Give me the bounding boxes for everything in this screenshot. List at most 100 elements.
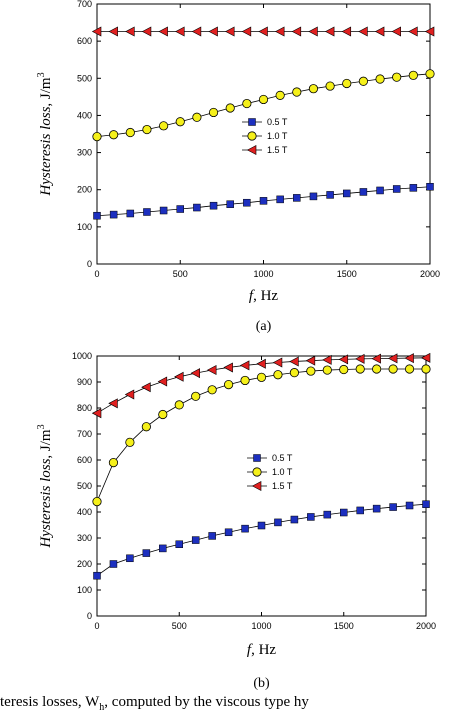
y-tick-label: 100: [77, 222, 92, 232]
x-axis-symbol: f: [249, 288, 255, 304]
data-point: [392, 72, 402, 82]
legend-marker: [253, 454, 261, 462]
data-point: [125, 437, 135, 447]
data-point: [258, 26, 268, 37]
data-point: [421, 364, 431, 374]
data-point: [91, 26, 102, 37]
x-tick-label: 1000: [253, 269, 273, 279]
x-tick-label: 2000: [420, 269, 440, 279]
series-0-5-t: [93, 500, 430, 580]
data-point: [326, 191, 334, 199]
y-tick-label: 0: [87, 259, 92, 269]
y-tick-label: 0: [87, 611, 92, 621]
data-point: [224, 528, 233, 537]
data-point: [293, 194, 301, 202]
y-tick-label: 900: [77, 377, 92, 387]
data-point: [338, 354, 349, 365]
legend-label: 1.5 T: [272, 481, 293, 491]
data-point: [340, 508, 348, 517]
data-point: [193, 203, 201, 212]
data-point: [241, 26, 252, 37]
data-point: [305, 355, 316, 366]
data-point: [343, 189, 351, 198]
series-line: [96, 503, 427, 577]
data-point: [306, 366, 316, 376]
data-point: [143, 208, 151, 216]
x-axis-symbol: f: [247, 642, 253, 658]
data-point: [308, 84, 319, 94]
data-point: [191, 536, 200, 544]
caption-subscript: h: [99, 702, 105, 713]
legend-marker: [251, 481, 262, 491]
data-point: [272, 357, 283, 368]
data-point: [208, 532, 216, 540]
data-point: [290, 515, 299, 524]
data-point: [426, 182, 434, 191]
data-point: [404, 353, 414, 364]
x-tick-label: 1000: [251, 621, 271, 631]
data-point: [257, 521, 266, 530]
y-tick-label: 200: [77, 185, 92, 195]
y-tick-label: 400: [77, 507, 92, 517]
series-1-5-t: [91, 26, 435, 37]
data-point: [92, 132, 102, 142]
x-axis-label: f, Hz: [249, 288, 279, 304]
data-point: [292, 87, 302, 97]
data-point: [376, 186, 384, 195]
data-point: [126, 554, 134, 563]
data-point: [241, 524, 249, 533]
data-point: [108, 26, 118, 37]
legend-marker: [247, 131, 257, 141]
data-point: [158, 409, 168, 420]
data-point: [243, 198, 251, 207]
data-point: [174, 371, 184, 382]
data-point: [174, 400, 184, 410]
y-tick-label: 700: [77, 0, 92, 9]
data-point: [355, 353, 365, 364]
data-point: [158, 26, 168, 37]
data-point: [425, 69, 435, 79]
data-point: [408, 26, 418, 37]
data-point: [125, 127, 135, 138]
y-axis-label: Hysteresis loss, J/m3: [36, 72, 54, 196]
data-point: [159, 206, 168, 215]
data-point: [141, 382, 151, 393]
data-point: [108, 457, 119, 468]
y-tick-label: 400: [77, 110, 92, 120]
data-point: [256, 372, 267, 382]
data-point: [109, 560, 118, 568]
y-tick-label: 1000: [72, 351, 92, 361]
data-point: [239, 360, 250, 371]
data-point: [405, 501, 414, 510]
data-point: [124, 389, 135, 400]
data-point: [142, 124, 152, 135]
x-tick-label: 0: [94, 621, 99, 631]
y-tick-label: 600: [77, 455, 92, 465]
data-point: [159, 544, 167, 553]
panel-label: (b): [253, 676, 270, 691]
data-point: [289, 356, 299, 367]
legend-marker: [248, 118, 256, 126]
data-point: [141, 26, 152, 37]
y-tick-label: 100: [77, 585, 92, 595]
data-point: [358, 76, 368, 86]
data-point: [342, 78, 352, 89]
data-point: [191, 26, 202, 37]
data-point: [225, 103, 235, 113]
data-point: [387, 353, 398, 364]
y-axis-unit-exponent: 3: [36, 424, 47, 429]
data-point: [191, 391, 201, 401]
data-point: [389, 503, 397, 511]
data-point: [224, 379, 234, 390]
data-point: [289, 368, 299, 378]
x-tick-label: 1500: [337, 269, 357, 279]
legend-marker: [252, 467, 262, 477]
data-point: [190, 368, 200, 379]
legend-label: 1.5 T: [267, 145, 288, 155]
data-point: [325, 81, 335, 91]
data-point: [420, 352, 431, 363]
data-point: [358, 26, 368, 37]
y-tick-label: 300: [77, 533, 92, 543]
data-point: [159, 121, 169, 131]
